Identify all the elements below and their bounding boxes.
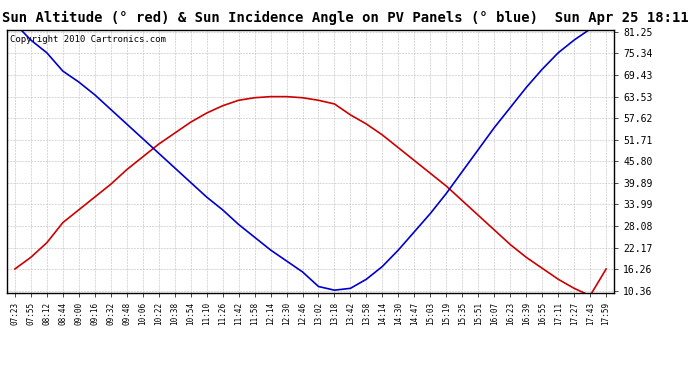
Text: Copyright 2010 Cartronics.com: Copyright 2010 Cartronics.com bbox=[10, 35, 166, 44]
Text: Sun Altitude (° red) & Sun Incidence Angle on PV Panels (° blue)  Sun Apr 25 18:: Sun Altitude (° red) & Sun Incidence Ang… bbox=[1, 11, 689, 26]
